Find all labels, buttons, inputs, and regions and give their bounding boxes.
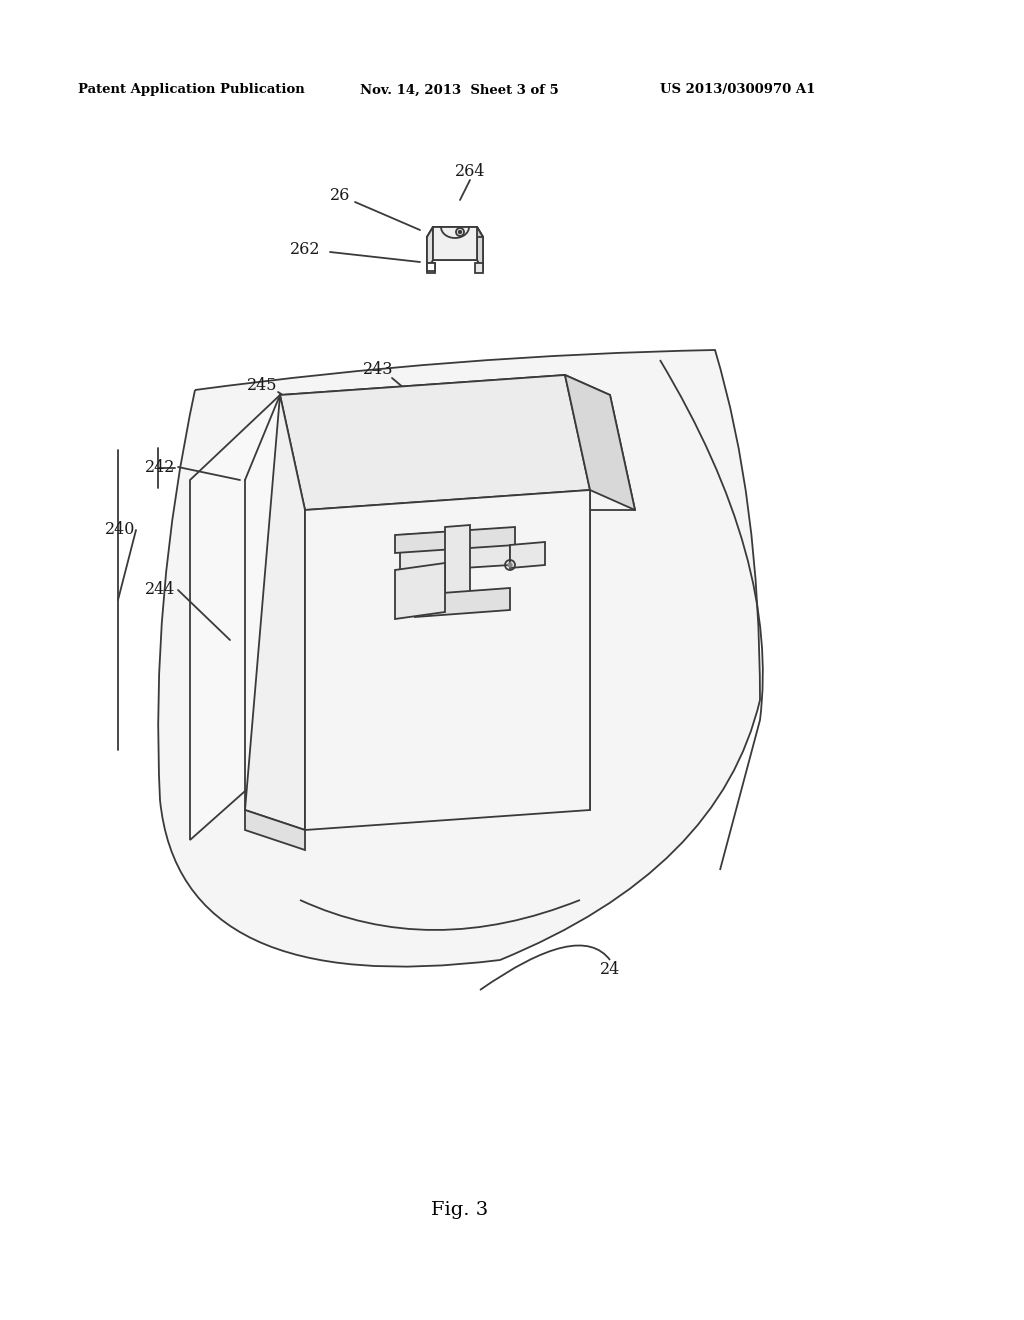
Polygon shape [395,527,515,553]
Polygon shape [395,564,445,619]
Text: 26: 26 [330,186,350,203]
Polygon shape [477,227,483,271]
Polygon shape [445,525,470,612]
PathPatch shape [158,350,760,966]
Polygon shape [510,543,545,568]
Text: Patent Application Publication: Patent Application Publication [78,83,305,96]
Polygon shape [415,587,510,616]
Polygon shape [427,263,435,271]
Polygon shape [305,490,590,830]
Text: 243: 243 [362,362,393,379]
Text: Fig. 3: Fig. 3 [431,1201,488,1218]
Text: 242: 242 [144,458,175,475]
Text: 24: 24 [600,961,621,978]
Polygon shape [400,528,510,572]
Polygon shape [565,375,635,510]
Text: 264: 264 [455,164,485,181]
Polygon shape [245,810,305,850]
Polygon shape [427,227,433,271]
Polygon shape [427,263,435,273]
Polygon shape [245,395,305,830]
Polygon shape [475,263,483,273]
Polygon shape [433,227,483,238]
Text: 245: 245 [247,376,278,393]
Circle shape [459,231,462,234]
Polygon shape [280,375,590,510]
Text: 262: 262 [290,242,321,259]
Text: 244: 244 [144,582,175,598]
Polygon shape [190,395,280,840]
Text: Nov. 14, 2013  Sheet 3 of 5: Nov. 14, 2013 Sheet 3 of 5 [360,83,559,96]
Polygon shape [433,227,477,260]
Circle shape [508,564,512,568]
Text: US 2013/0300970 A1: US 2013/0300970 A1 [660,83,815,96]
Text: 240: 240 [104,521,135,539]
